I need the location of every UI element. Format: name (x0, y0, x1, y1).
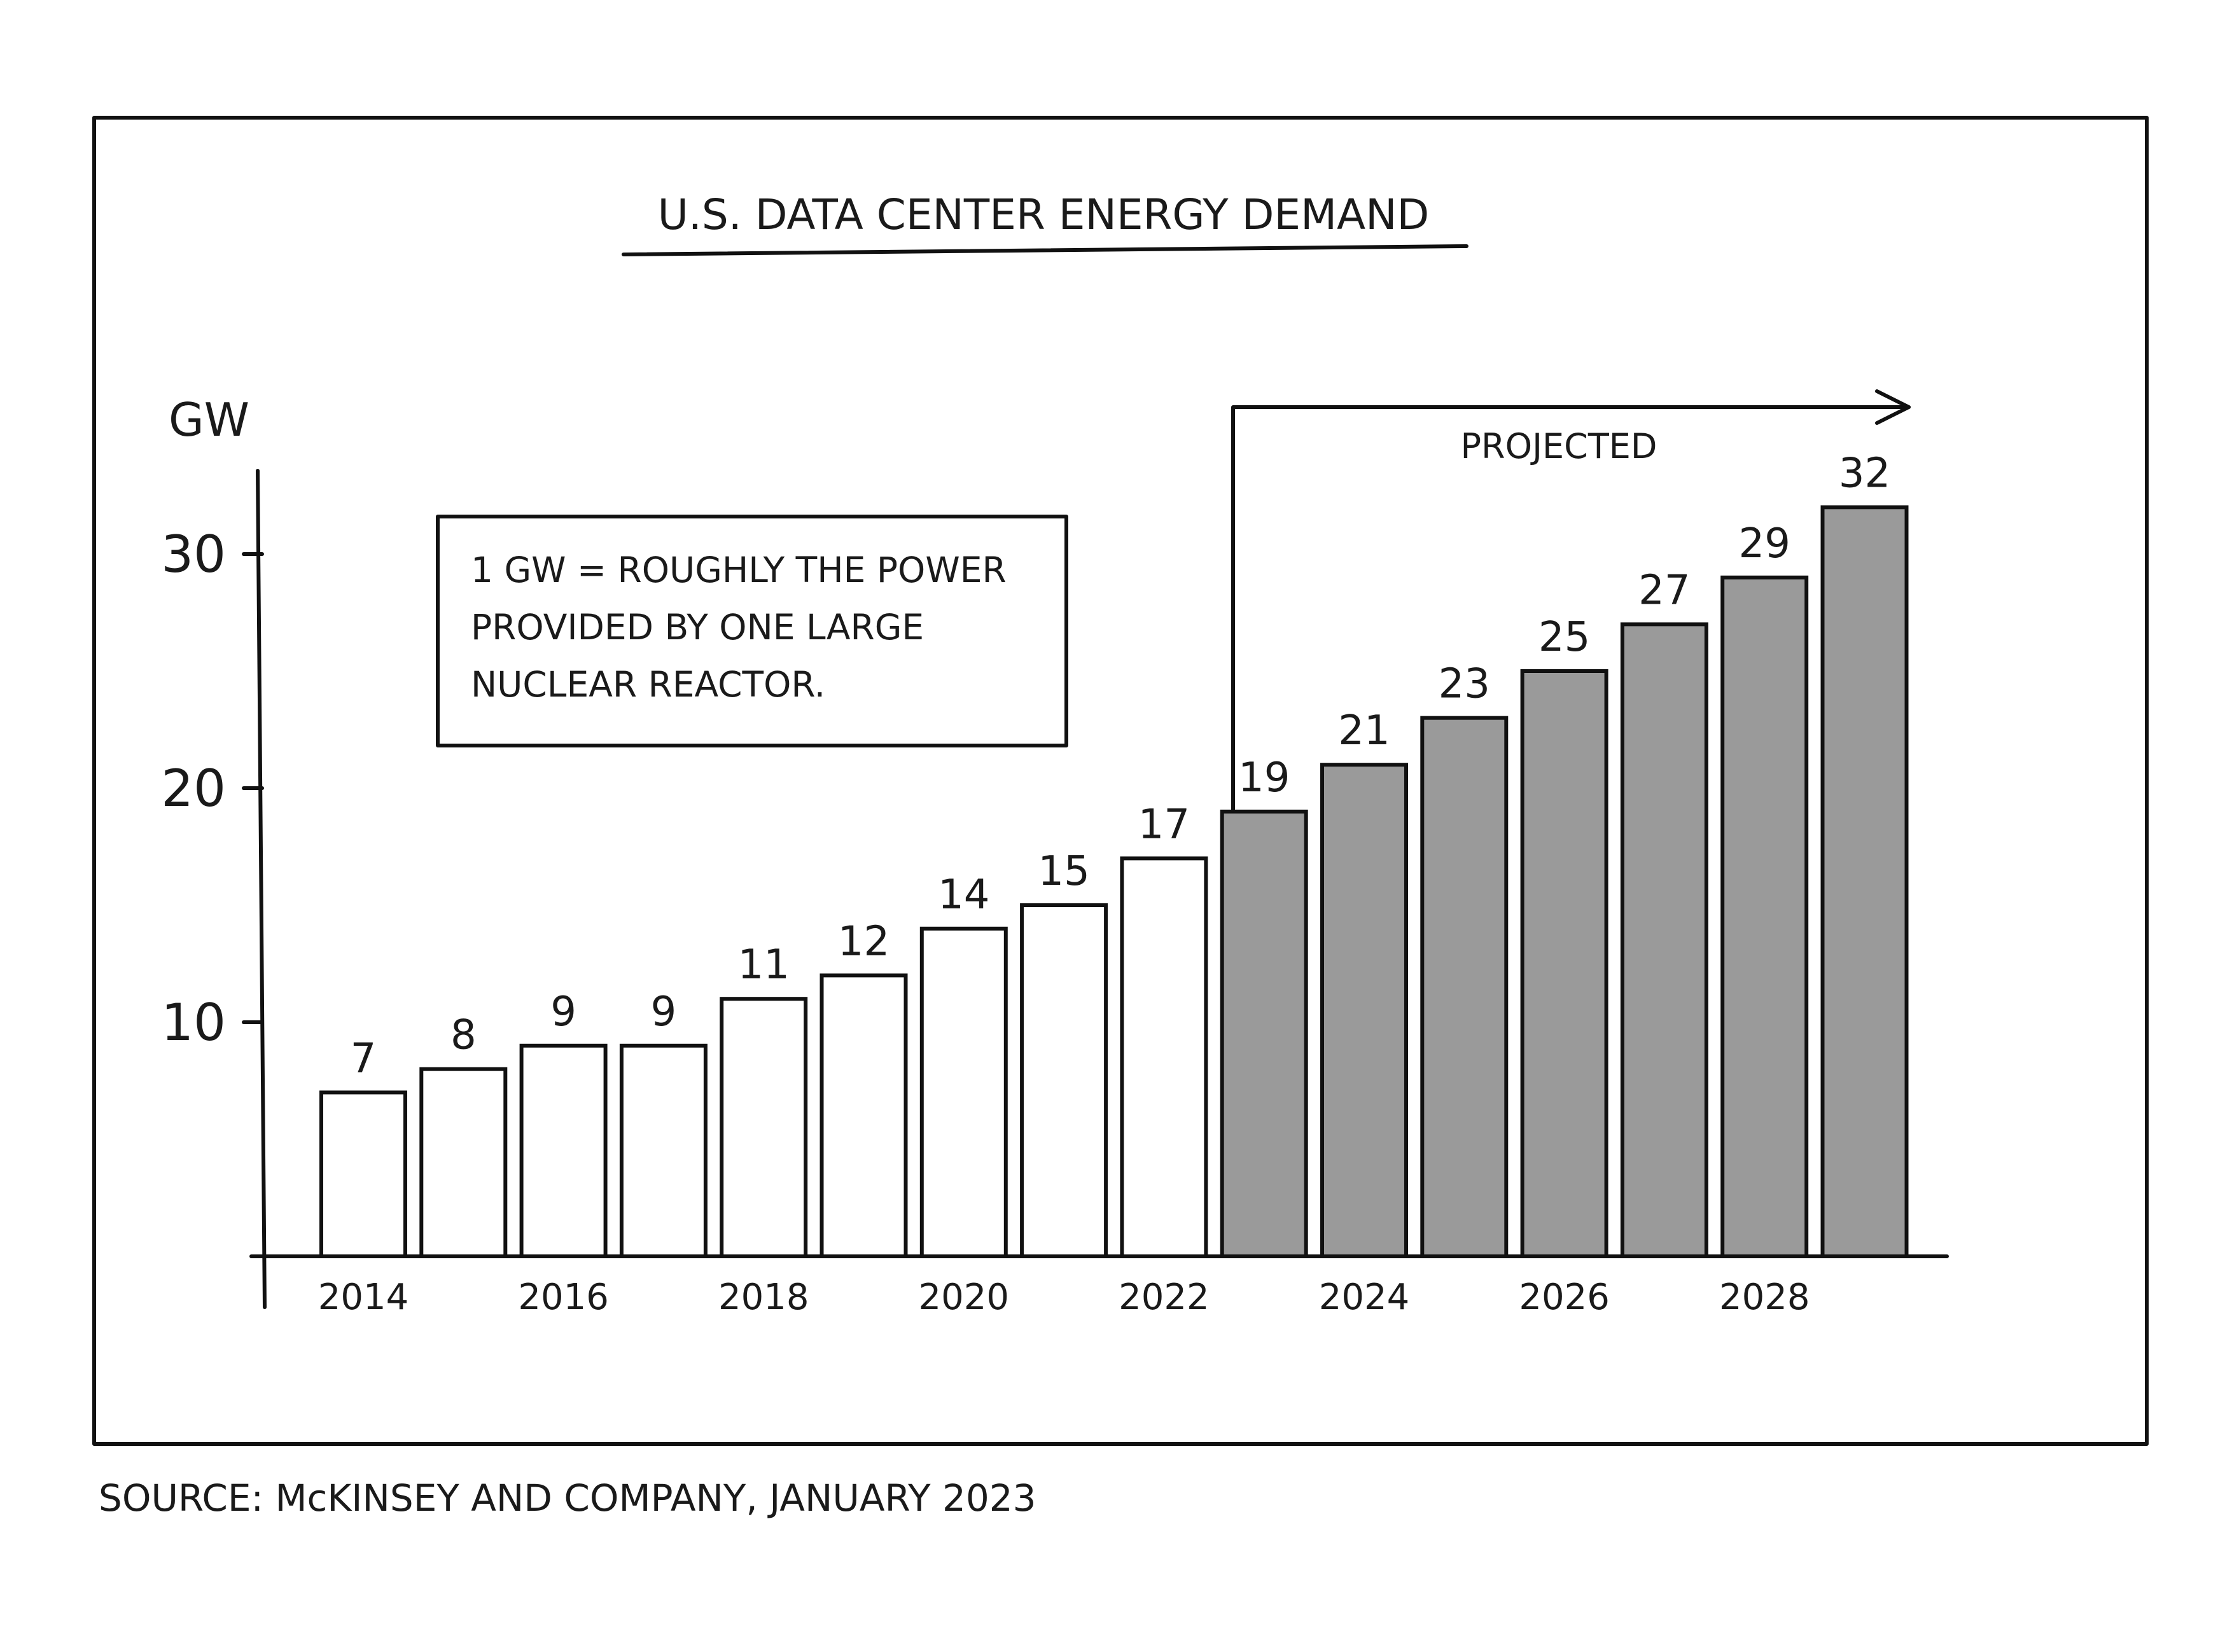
bar-2028 (1720, 575, 1809, 1258)
source-note: SOURCE: McKINSEY AND COMPANY, JANUARY 20… (99, 1476, 1036, 1520)
x-tick-label: 2014 (318, 1277, 409, 1318)
projected-arrow-icon (1875, 389, 1911, 425)
y-tick-label: 30 (161, 525, 226, 584)
x-ticks: 2014 2016 2018 2020 2022 2024 2026 2028 (318, 1277, 1810, 1318)
y-tick-label: 10 (161, 993, 226, 1052)
bar-2019 (820, 973, 908, 1259)
data-label: 15 (1038, 848, 1089, 895)
x-tick-label: 2020 (919, 1277, 1010, 1318)
note-box (436, 515, 1068, 747)
bar-2014 (319, 1090, 407, 1259)
data-label: 7 (351, 1035, 377, 1082)
bar-2025 (1420, 716, 1509, 1258)
data-label: 29 (1738, 520, 1790, 567)
data-label: 12 (838, 918, 889, 965)
data-label: 14 (938, 871, 989, 919)
data-label: 23 (1439, 661, 1490, 708)
bar-2020 (919, 926, 1008, 1259)
bar-2016 (519, 1043, 608, 1259)
bar-2023 (1220, 809, 1308, 1259)
bar-2027 (1620, 622, 1708, 1258)
y-ticks: 10 20 30 (161, 525, 264, 1052)
chart-title: U.S. DATA CENTER ENERGY DEMAND (658, 190, 1430, 239)
y-tick-label: 20 (161, 759, 226, 818)
data-label: 17 (1138, 801, 1190, 848)
x-tick-label: 2016 (518, 1277, 609, 1318)
data-label: 9 (651, 989, 677, 1036)
bars (319, 505, 1909, 1259)
y-axis (256, 469, 267, 1309)
bar-2024 (1320, 763, 1408, 1258)
data-label: 27 (1638, 567, 1690, 614)
projected-bracket (1231, 405, 1911, 813)
bar-2022 (1120, 856, 1208, 1258)
chart-frame (92, 116, 2149, 1446)
x-tick-label: 2028 (1719, 1277, 1810, 1318)
x-tick-label: 2022 (1119, 1277, 1210, 1318)
y-axis-label: GW (169, 393, 249, 447)
bar-2015 (419, 1067, 508, 1258)
x-tick-label: 2018 (718, 1277, 809, 1318)
bar-2029 (1820, 505, 1909, 1258)
data-label: 19 (1238, 754, 1290, 802)
note-line-3: NUCLEAR REACTOR. (471, 664, 825, 705)
data-label: 32 (1839, 450, 1890, 497)
bar-2018 (720, 997, 808, 1258)
bar-2017 (619, 1043, 708, 1259)
x-tick-label: 2024 (1319, 1277, 1410, 1318)
title-underline (622, 244, 1468, 256)
projected-label: PROJECTED (1460, 426, 1657, 466)
bar-2021 (1020, 903, 1108, 1258)
data-label: 8 (450, 1012, 477, 1059)
note-line-1: 1 GW = ROUGHLY THE POWER (471, 550, 1007, 590)
data-label: 9 (550, 989, 576, 1036)
data-label: 11 (737, 941, 789, 989)
bar-labels: 7 8 9 9 11 12 14 15 17 19 21 23 25 27 29 32 (351, 450, 1891, 1082)
note-line-2: PROVIDED BY ONE LARGE (471, 607, 924, 648)
data-label: 21 (1338, 707, 1390, 754)
data-label: 25 (1538, 614, 1590, 661)
x-tick-label: 2026 (1519, 1277, 1610, 1318)
bar-2026 (1520, 669, 1608, 1258)
